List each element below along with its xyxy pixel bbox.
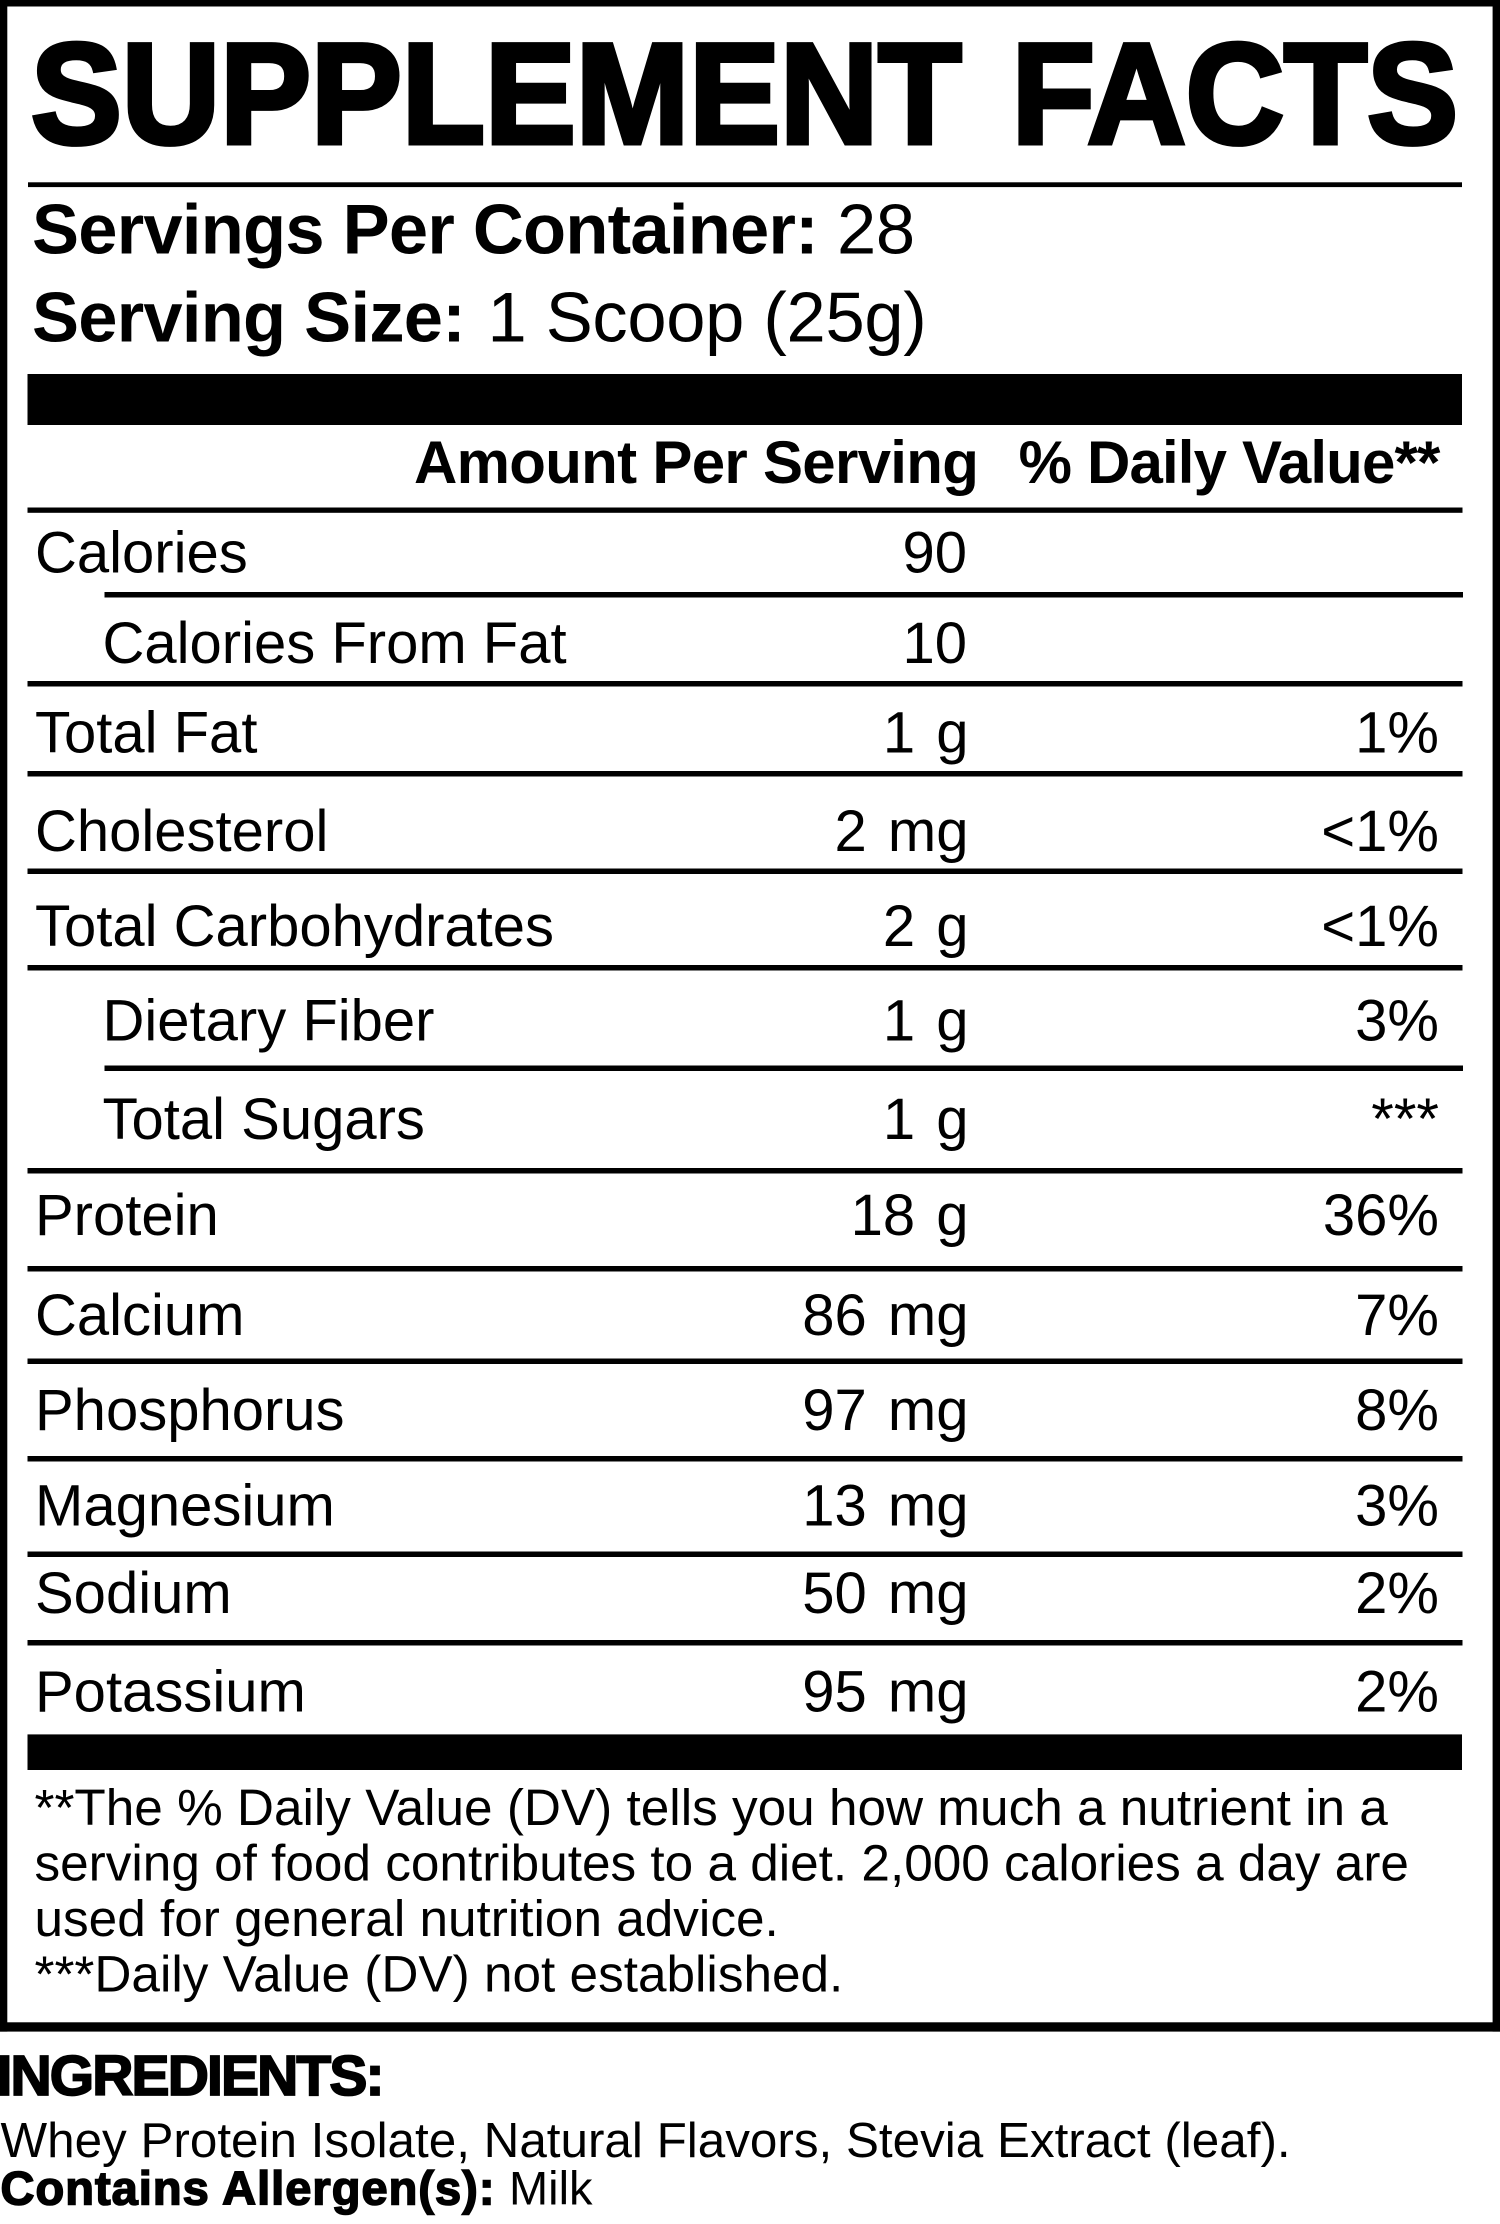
svg-text:Dietary Fiber: Dietary Fiber: [103, 989, 435, 1054]
svg-text:Milk: Milk: [509, 2162, 593, 2215]
svg-text:INGREDIENTS:: INGREDIENTS:: [0, 2044, 385, 2108]
svg-text:7%: 7%: [1355, 1283, 1439, 1348]
svg-text:13 mg: 13 mg: [802, 1474, 968, 1539]
svg-text:Whey Protein Isolate, Natural: Whey Protein Isolate, Natural Flavors, S…: [1, 2113, 1291, 2168]
svg-text:50 mg: 50 mg: [802, 1561, 968, 1626]
svg-text:Magnesium: Magnesium: [35, 1474, 335, 1539]
svg-text:36%: 36%: [1323, 1183, 1439, 1248]
svg-text:Serving Size:: Serving Size:: [32, 278, 465, 357]
svg-text:28: 28: [837, 190, 915, 269]
svg-text:Calories: Calories: [35, 521, 248, 586]
svg-text:Calories From Fat: Calories From Fat: [103, 611, 567, 676]
svg-text:<1%: <1%: [1321, 799, 1439, 864]
svg-text:3%: 3%: [1355, 1474, 1439, 1539]
svg-text:used for general nutrition adv: used for general nutrition advice.: [35, 1890, 779, 1947]
svg-text:Potassium: Potassium: [35, 1660, 306, 1725]
svg-text:3%: 3%: [1355, 989, 1439, 1054]
svg-text:2%: 2%: [1355, 1660, 1439, 1725]
svg-text:Sodium: Sodium: [35, 1561, 232, 1626]
svg-text:86 mg: 86 mg: [802, 1283, 968, 1348]
svg-text:10: 10: [902, 611, 967, 676]
svg-text:SUPPLEMENT FACTS: SUPPLEMENT FACTS: [31, 15, 1458, 174]
svg-text:Total Fat: Total Fat: [35, 701, 257, 766]
svg-text:Amount Per Serving: Amount Per Serving: [414, 429, 978, 496]
svg-text:2 mg: 2 mg: [835, 799, 969, 864]
svg-text:Servings Per Container:: Servings Per Container:: [32, 190, 818, 269]
svg-text:serving of food contributes to: serving of food contributes to a diet. 2…: [35, 1835, 1409, 1892]
svg-text:Contains Allergen(s):: Contains Allergen(s):: [1, 2162, 495, 2215]
svg-text:Total Sugars: Total Sugars: [103, 1087, 425, 1152]
svg-text:1%: 1%: [1355, 701, 1439, 766]
svg-text:Cholesterol: Cholesterol: [35, 799, 328, 864]
svg-text:8%: 8%: [1355, 1378, 1439, 1443]
svg-text:1 g: 1 g: [883, 1087, 969, 1152]
svg-text:2 g: 2 g: [883, 894, 969, 959]
svg-text:Total Carbohydrates: Total Carbohydrates: [35, 894, 554, 959]
svg-text:2%: 2%: [1355, 1561, 1439, 1626]
svg-text:Calcium: Calcium: [35, 1283, 245, 1348]
svg-text:97 mg: 97 mg: [802, 1378, 968, 1443]
svg-text:1 g: 1 g: [883, 701, 969, 766]
svg-text:90: 90: [902, 521, 967, 586]
svg-text:95 mg: 95 mg: [802, 1660, 968, 1725]
svg-text:<1%: <1%: [1321, 894, 1439, 959]
svg-text:1 Scoop (25g): 1 Scoop (25g): [488, 278, 927, 357]
svg-text:Protein: Protein: [35, 1183, 219, 1248]
svg-text:% Daily Value**: % Daily Value**: [1019, 429, 1441, 496]
svg-text:***: ***: [1371, 1087, 1439, 1152]
svg-text:1 g: 1 g: [883, 989, 969, 1054]
svg-text:**The % Daily Value (DV) tells: **The % Daily Value (DV) tells you how m…: [35, 1779, 1389, 1836]
svg-text:***Daily Value (DV) not establ: ***Daily Value (DV) not established.: [35, 1946, 844, 2003]
svg-text:18 g: 18 g: [851, 1183, 969, 1248]
svg-text:Phosphorus: Phosphorus: [35, 1378, 345, 1443]
